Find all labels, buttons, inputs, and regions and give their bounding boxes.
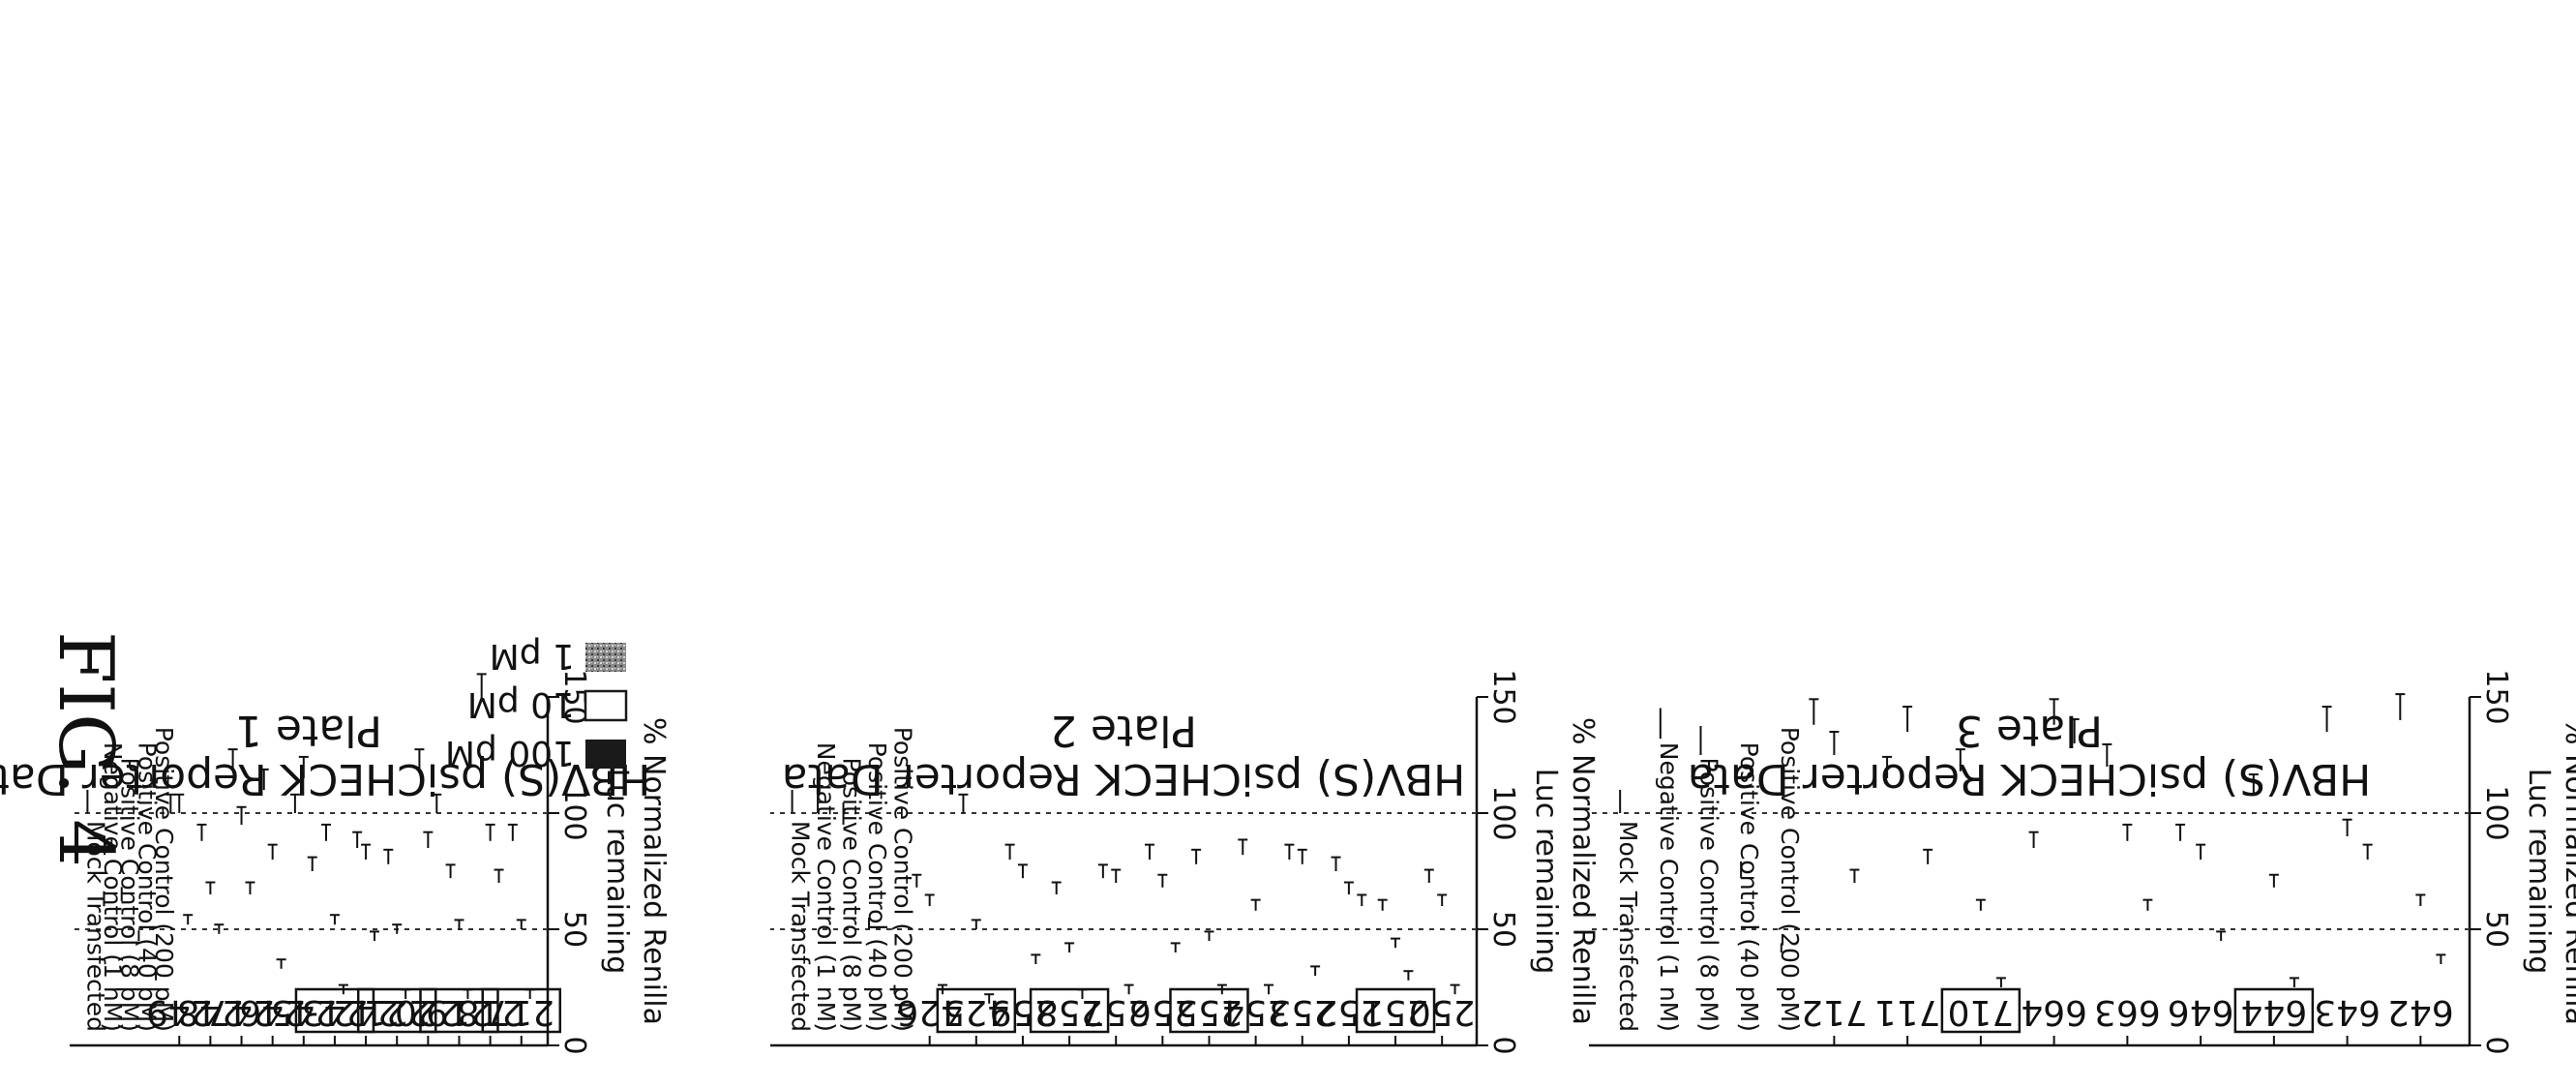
- figure-label: FIG. 4: [42, 631, 129, 867]
- category-label-646: 646: [2168, 992, 2234, 1032]
- category-label-253: 253: [1269, 992, 1335, 1032]
- category-box-217: [481, 987, 562, 1034]
- y-tick-label: 100: [557, 785, 591, 840]
- category-label-711: 711: [1874, 992, 1941, 1032]
- control-label-2: Positive Control (8 pM): [1694, 758, 1722, 1032]
- legend: 100 pM 10 pM 1 pM: [445, 636, 628, 772]
- y-tick-label: 100: [1486, 785, 1520, 840]
- y-tick-label: 0: [557, 1036, 591, 1054]
- control-label-1: Positive Control (40 pM): [133, 742, 161, 1032]
- category-box-221: [356, 987, 437, 1034]
- category-box-644: [2233, 987, 2315, 1034]
- legend-label-1pm: 1 pM: [490, 636, 575, 676]
- category-label-243: 243: [302, 992, 369, 1032]
- y-tick-label: 50: [1486, 911, 1520, 948]
- chart-title: HBV(S) psiCHECK Reporter Data: [782, 754, 1466, 803]
- control-label-1: Positive Control (40 pM): [863, 742, 891, 1032]
- control-label-4: Mock Transfected: [81, 821, 109, 1032]
- category-label-257: 257: [1083, 992, 1150, 1032]
- category-label-217: 217: [488, 992, 554, 1032]
- category-label-710: 710: [1948, 992, 2015, 1032]
- control-label-3: Negative Control (1 nM): [812, 742, 840, 1032]
- control-label-0: Positive Control (200 pM): [1776, 727, 1804, 1032]
- category-label-259: 259: [990, 992, 1057, 1032]
- category-box-710: [1940, 987, 2022, 1034]
- category-label-248: 248: [177, 992, 244, 1032]
- category-label-246: 246: [239, 992, 306, 1032]
- control-label-2: Positive Control (8 pM): [116, 758, 144, 1032]
- legend-label-100pm: 100 pM: [445, 733, 575, 772]
- category-box-255: [1169, 987, 1249, 1034]
- chart-subtitle: Plate 3: [1956, 706, 2103, 755]
- category-label-664: 664: [2021, 992, 2087, 1032]
- category-box-243: [294, 987, 375, 1034]
- control-label-3: Negative Control (1 nM): [1655, 742, 1683, 1032]
- category-label-252: 252: [1316, 992, 1383, 1032]
- category-label-256: 256: [1129, 992, 1196, 1032]
- category-box-219: [419, 987, 499, 1034]
- legend-label-10pm: 10 pM: [467, 684, 575, 724]
- chart-subtitle: Plate 1: [235, 706, 382, 755]
- control-label-4: Mock Transfected: [787, 821, 815, 1032]
- control-label-0: Positive Control (200 pM): [150, 727, 178, 1032]
- category-label-712: 712: [1801, 992, 1868, 1032]
- y-tick-label: 50: [2479, 911, 2513, 948]
- category-label-644: 644: [2241, 992, 2308, 1032]
- chart-title: HBV(S) psiCHECK Reporter Data: [0, 754, 650, 803]
- chart-title: HBV(S) psiCHECK Reporter Data: [1688, 754, 2372, 803]
- category-label-251: 251: [1363, 992, 1429, 1032]
- category-box-258: [1029, 987, 1110, 1034]
- category-label-221: 221: [364, 992, 431, 1032]
- category-label-245: 245: [270, 992, 337, 1032]
- y-tick-label: 0: [1486, 1036, 1520, 1054]
- y-axis-title: % Normalized Renilla: [637, 717, 671, 1025]
- y-tick-label: 150: [2479, 669, 2513, 724]
- y-axis-title: Luc remaining: [1529, 769, 1563, 975]
- category-label-643: 643: [2314, 992, 2381, 1032]
- category-label-426: 426: [896, 992, 963, 1032]
- category-label-255: 255: [1176, 992, 1243, 1032]
- category-label-425: 425: [943, 992, 1009, 1032]
- y-axis-title: Luc remaining: [600, 769, 634, 975]
- chart-subtitle: Plate 2: [1050, 706, 1197, 755]
- category-label-219: 219: [426, 992, 493, 1032]
- control-label-2: Positive Control (8 pM): [838, 758, 866, 1032]
- legend-swatch-1pm: [585, 643, 626, 672]
- category-label-254: 254: [1222, 992, 1289, 1032]
- category-label-250: 250: [1409, 992, 1476, 1032]
- legend-swatch-10pm: [584, 689, 628, 722]
- category-label-249: 249: [146, 992, 213, 1032]
- category-box-251: [1355, 987, 1436, 1034]
- control-label-1: Positive Control (40 pM): [1735, 742, 1763, 1032]
- category-label-242: 242: [333, 992, 400, 1032]
- control-label-4: Mock Transfected: [1614, 821, 1642, 1032]
- category-label-663: 663: [2094, 992, 2161, 1032]
- y-axis-title: % Normalized Renilla: [2559, 717, 2576, 1025]
- y-tick-label: 0: [2479, 1036, 2513, 1054]
- y-tick-label: 50: [557, 911, 591, 948]
- category-label-642: 642: [2387, 992, 2454, 1032]
- y-tick-label: 150: [1486, 669, 1520, 724]
- category-label-258: 258: [1036, 992, 1103, 1032]
- y-axis-title: Luc remaining: [2522, 769, 2556, 975]
- y-axis-title: % Normalized Renilla: [1566, 717, 1600, 1025]
- control-label-0: Positive Control (200 pM): [888, 727, 916, 1032]
- category-label-247: 247: [208, 992, 275, 1032]
- y-tick-label: 100: [2479, 785, 2513, 840]
- legend-swatch-100pm: [585, 740, 626, 769]
- control-label-3: Negative Control (1 nM): [99, 742, 127, 1032]
- category-box-425: [936, 987, 1017, 1034]
